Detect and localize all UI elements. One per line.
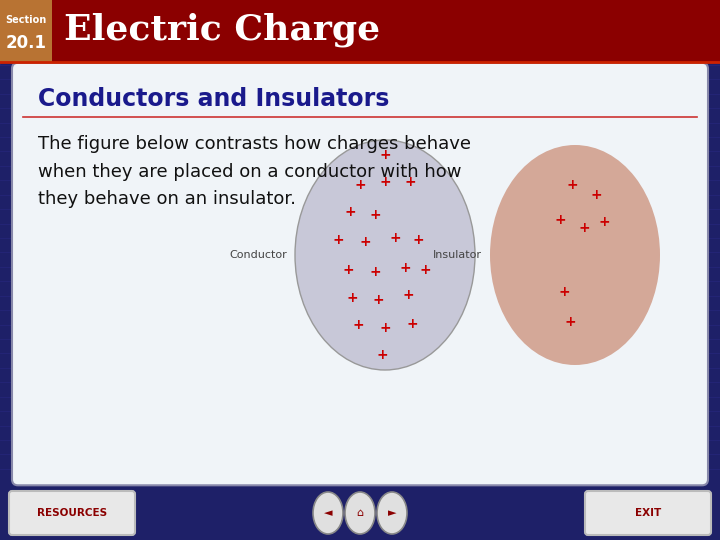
Text: EXIT: EXIT <box>635 508 661 518</box>
Text: Electric Charge: Electric Charge <box>64 12 380 47</box>
Text: Insulator: Insulator <box>433 250 482 260</box>
Text: 20.1: 20.1 <box>6 35 47 52</box>
Text: +: + <box>369 265 381 279</box>
Text: +: + <box>590 188 602 202</box>
Text: +: + <box>598 215 610 229</box>
Ellipse shape <box>377 492 407 534</box>
Text: +: + <box>564 315 576 329</box>
Text: ⌂: ⌂ <box>356 508 364 518</box>
Text: ►: ► <box>388 508 396 518</box>
Text: +: + <box>354 178 366 192</box>
Text: +: + <box>344 205 356 219</box>
Bar <box>0 483 720 540</box>
FancyBboxPatch shape <box>585 491 711 535</box>
Ellipse shape <box>490 145 660 365</box>
FancyBboxPatch shape <box>9 491 135 535</box>
Text: +: + <box>379 321 391 335</box>
Text: +: + <box>342 263 354 277</box>
Text: +: + <box>372 293 384 307</box>
Text: +: + <box>332 233 344 247</box>
Bar <box>0 0 52 62</box>
Ellipse shape <box>313 492 343 534</box>
Text: +: + <box>399 261 411 275</box>
Text: +: + <box>390 231 401 245</box>
Text: +: + <box>379 175 391 189</box>
Text: Conductor: Conductor <box>229 250 287 260</box>
Text: Section: Section <box>5 15 47 25</box>
Text: RESOURCES: RESOURCES <box>37 508 107 518</box>
Text: The figure below contrasts how charges behave
when they are placed on a conducto: The figure below contrasts how charges b… <box>38 135 471 208</box>
Text: +: + <box>402 288 414 302</box>
Text: +: + <box>359 235 371 249</box>
Text: +: + <box>558 285 570 299</box>
Ellipse shape <box>345 492 375 534</box>
Text: ◄: ◄ <box>324 508 332 518</box>
Text: +: + <box>404 175 416 189</box>
Bar <box>0 0 720 62</box>
Text: +: + <box>352 318 364 332</box>
Text: +: + <box>419 263 431 277</box>
Text: +: + <box>379 148 391 162</box>
Text: +: + <box>566 178 578 192</box>
Ellipse shape <box>295 140 475 370</box>
Text: +: + <box>554 213 566 227</box>
Text: +: + <box>346 291 358 305</box>
Text: Conductors and Insulators: Conductors and Insulators <box>38 87 390 111</box>
Text: +: + <box>412 233 424 247</box>
Text: +: + <box>369 208 381 222</box>
Text: +: + <box>406 317 418 331</box>
FancyBboxPatch shape <box>12 63 708 485</box>
Text: +: + <box>376 348 388 362</box>
Text: +: + <box>578 221 590 235</box>
